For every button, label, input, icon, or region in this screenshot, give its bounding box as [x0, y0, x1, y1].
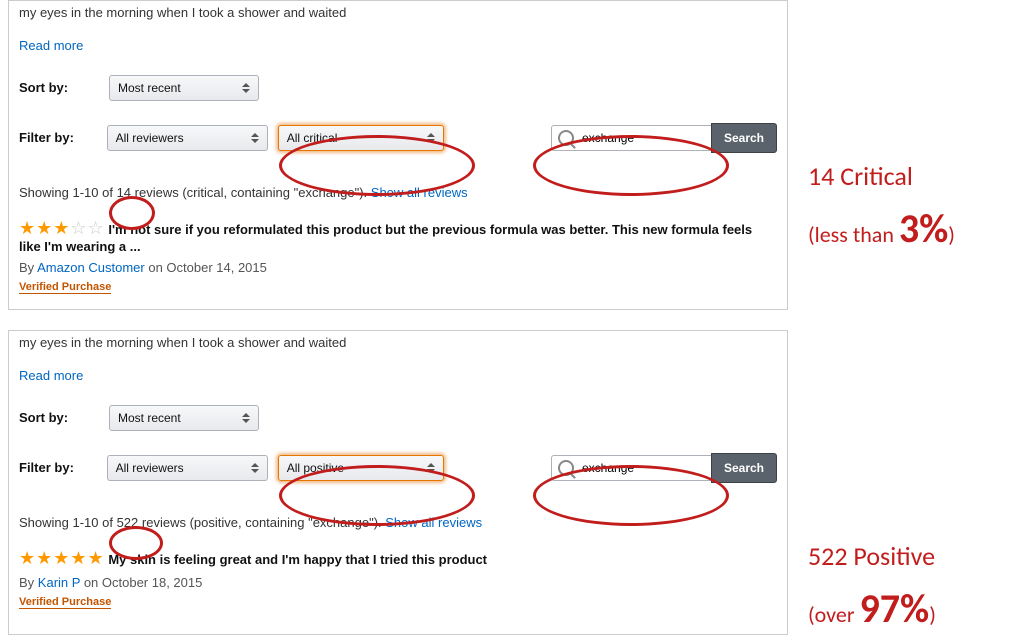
sort-by-select[interactable]: Most recent — [109, 405, 259, 431]
sort-row: Sort by: Most recent — [19, 405, 777, 431]
review-item: ★★★☆☆ I'm not sure if you reformulated t… — [19, 218, 777, 294]
review-byline: By Amazon Customer on October 14, 2015 — [19, 260, 777, 275]
review-count: 14 — [117, 185, 131, 200]
review-title: I'm not sure if you reformulated this pr… — [19, 222, 752, 254]
summary-critical-main: 14 Critical — [808, 160, 955, 192]
filter-by-label: Filter by: — [19, 460, 107, 475]
review-byline: By Karin P on October 18, 2015 — [19, 575, 777, 590]
chevron-updown-icon — [251, 463, 259, 473]
filter-by-label: Filter by: — [19, 130, 107, 145]
search-box[interactable] — [551, 125, 712, 151]
search-box[interactable] — [551, 455, 712, 481]
sort-row: Sort by: Most recent — [19, 75, 777, 101]
summary-critical-sub: (less than 3%) — [808, 204, 955, 253]
show-all-reviews-link[interactable]: Show all reviews — [371, 185, 468, 200]
filter-row: Filter by: All reviewers All positive Se… — [19, 453, 777, 483]
showing-text: Showing 1-10 of 14 reviews (critical, co… — [19, 185, 777, 200]
rating-filter-select[interactable]: All positive — [278, 455, 444, 481]
star-rating: ★★★☆☆ — [19, 222, 105, 237]
summary-positive-main: 522 Positive — [808, 540, 936, 572]
review-count: 522 — [117, 515, 139, 530]
show-all-reviews-link[interactable]: Show all reviews — [385, 515, 482, 530]
reviewers-select[interactable]: All reviewers — [107, 125, 268, 151]
prev-review-snippet: my eyes in the morning when I took a sho… — [19, 5, 777, 22]
chevron-updown-icon — [427, 133, 435, 143]
review-title: My skin is feeling great and I'm happy t… — [108, 552, 487, 567]
search-button[interactable]: Search — [711, 453, 777, 483]
summary-critical: 14 Critical (less than 3%) — [808, 160, 955, 253]
sort-by-label: Sort by: — [19, 410, 109, 425]
verified-badge: Verified Purchase — [19, 596, 111, 609]
reviewer-link[interactable]: Amazon Customer — [37, 260, 145, 275]
search-icon — [558, 130, 574, 146]
verified-badge: Verified Purchase — [19, 281, 111, 294]
search-button[interactable]: Search — [711, 123, 777, 153]
reviewer-link[interactable]: Karin P — [38, 575, 80, 590]
sort-by-select[interactable]: Most recent — [109, 75, 259, 101]
review-item: ★★★★★ My skin is feeling great and I'm h… — [19, 548, 777, 609]
search-icon — [558, 460, 574, 476]
chevron-updown-icon — [242, 413, 250, 423]
summary-positive-sub: (over 97%) — [808, 584, 936, 633]
reviewers-select[interactable]: All reviewers — [107, 455, 268, 481]
showing-text: Showing 1-10 of 522 reviews (positive, c… — [19, 515, 777, 530]
chevron-updown-icon — [427, 463, 435, 473]
prev-review-snippet: my eyes in the morning when I took a sho… — [19, 335, 777, 352]
summary-positive: 522 Positive (over 97%) — [808, 540, 936, 633]
review-panel-positive: my eyes in the morning when I took a sho… — [8, 330, 788, 635]
filter-row: Filter by: All reviewers All critical Se… — [19, 123, 777, 153]
rating-filter-select[interactable]: All critical — [278, 125, 444, 151]
chevron-updown-icon — [242, 83, 250, 93]
star-rating: ★★★★★ — [19, 552, 105, 567]
read-more-link[interactable]: Read more — [19, 38, 83, 53]
search-input[interactable] — [580, 130, 705, 146]
read-more-link[interactable]: Read more — [19, 368, 83, 383]
chevron-updown-icon — [251, 133, 259, 143]
sort-by-label: Sort by: — [19, 80, 109, 95]
review-panel-critical: my eyes in the morning when I took a sho… — [8, 0, 788, 310]
search-input[interactable] — [580, 460, 705, 476]
